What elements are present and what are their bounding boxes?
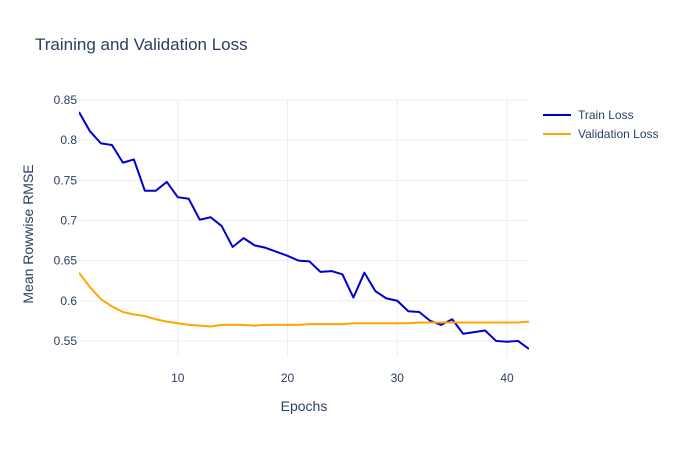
y-tick-label: 0.65 bbox=[54, 254, 78, 268]
y-tick-label: 0.8 bbox=[60, 133, 77, 147]
y-tick-label: 0.7 bbox=[60, 213, 77, 227]
x-tick-label: 30 bbox=[391, 371, 405, 385]
legend[interactable]: Train Loss Validation Loss bbox=[543, 108, 659, 141]
legend-item-train[interactable]: Train Loss bbox=[543, 108, 634, 122]
legend-label-train: Train Loss bbox=[578, 108, 634, 122]
y-axis-label: Mean Rowwise RMSE bbox=[20, 164, 36, 303]
y-tick-label: 0.85 bbox=[54, 93, 78, 107]
legend-item-validation[interactable]: Validation Loss bbox=[543, 127, 659, 141]
y-axis-ticks: 0.55 0.6 0.65 0.7 0.75 0.8 0.85 bbox=[54, 93, 78, 348]
series-lines bbox=[79, 111, 529, 350]
y-tick-label: 0.6 bbox=[60, 294, 77, 308]
chart-title: Training and Validation Loss bbox=[35, 35, 248, 54]
y-tick-label: 0.55 bbox=[54, 334, 78, 348]
y-tick-label: 0.75 bbox=[54, 173, 78, 187]
x-axis-label: Epochs bbox=[281, 398, 328, 414]
train-loss-line bbox=[79, 111, 529, 350]
grid bbox=[79, 99, 529, 357]
validation-loss-line bbox=[79, 272, 529, 328]
x-axis-ticks: 10 20 30 40 bbox=[171, 371, 514, 385]
legend-label-validation: Validation Loss bbox=[578, 127, 659, 141]
x-tick-label: 10 bbox=[171, 371, 185, 385]
x-tick-label: 40 bbox=[500, 371, 514, 385]
x-tick-label: 20 bbox=[281, 371, 295, 385]
